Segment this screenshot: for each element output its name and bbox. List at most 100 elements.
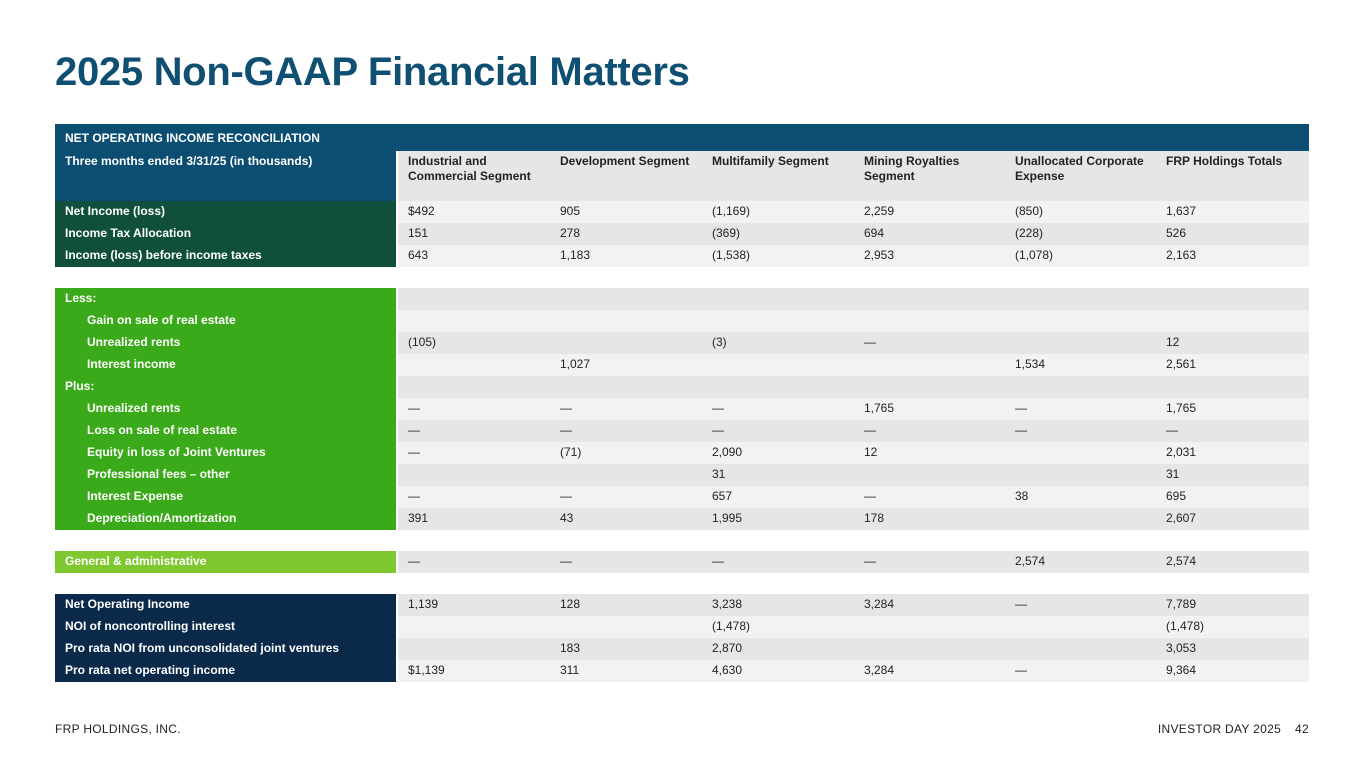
table-row: Income (loss) before income taxes 643 1,… xyxy=(55,245,1309,267)
row-label: Net Operating Income xyxy=(55,594,398,616)
table-cell: 128 xyxy=(560,597,581,611)
table-cell xyxy=(398,354,550,376)
table-cell xyxy=(1005,442,1156,464)
table-cell: 2,561 xyxy=(1166,357,1197,371)
table-cell: — xyxy=(408,489,420,503)
table-cell xyxy=(1156,310,1307,332)
row-label: Equity in loss of Joint Ventures xyxy=(55,442,398,464)
table-cell: (850) xyxy=(1015,204,1044,218)
table-cell xyxy=(1156,376,1307,398)
column-header: Development Segment xyxy=(560,154,690,168)
table-row: Equity in loss of Joint Ventures — (71) … xyxy=(55,442,1309,464)
table-cell: — xyxy=(560,554,572,568)
table-cell: 695 xyxy=(1166,489,1187,503)
table-cell xyxy=(550,310,702,332)
footer-event: INVESTOR DAY 2025 xyxy=(1157,722,1282,736)
table-cell xyxy=(702,376,854,398)
page-number: 42 xyxy=(1295,722,1309,736)
row-spacer xyxy=(55,267,1309,288)
table-cell xyxy=(550,376,702,398)
row-label: Income (loss) before income taxes xyxy=(55,245,398,267)
table-cell xyxy=(1005,638,1156,660)
row-label: Pro rata NOI from unconsolidated joint v… xyxy=(55,638,398,660)
table-cell: — xyxy=(712,423,724,437)
table-cell: 1,637 xyxy=(1166,204,1197,218)
table-cell: 2,574 xyxy=(1166,554,1197,568)
table-cell xyxy=(1005,310,1156,332)
table-row: Less: xyxy=(55,288,1309,310)
column-header: Multifamily Segment xyxy=(712,154,829,168)
table-cell: 3,284 xyxy=(864,597,895,611)
table-cell xyxy=(854,376,1005,398)
row-label: NOI of noncontrolling interest xyxy=(55,616,398,638)
table-cell: (1,169) xyxy=(712,204,751,218)
row-label: Professional fees – other xyxy=(55,464,398,486)
table-cell xyxy=(550,464,702,486)
table-cell xyxy=(1005,376,1156,398)
row-label: Depreciation/Amortization xyxy=(55,508,398,530)
table-cell: (3) xyxy=(712,335,727,349)
table-cell: — xyxy=(408,445,420,459)
table-cell: (1,538) xyxy=(712,248,751,262)
table-cell: 178 xyxy=(864,511,885,525)
table-row: Plus: xyxy=(55,376,1309,398)
table-cell: 1,995 xyxy=(712,511,743,525)
table-cell: — xyxy=(1015,423,1027,437)
table-cell xyxy=(398,464,550,486)
table-cell xyxy=(1005,616,1156,638)
table-cell: 1,139 xyxy=(408,597,439,611)
table-cell: — xyxy=(1015,401,1027,415)
table-row: Interest Expense — — 657 — 38 695 xyxy=(55,486,1309,508)
table-cell: 2,574 xyxy=(1015,554,1046,568)
row-spacer xyxy=(55,573,1309,594)
table-cell: 1,765 xyxy=(864,401,895,415)
table-cell xyxy=(398,616,550,638)
table-cell xyxy=(1005,508,1156,530)
table-cell: 12 xyxy=(864,445,878,459)
table-cell: 2,870 xyxy=(712,641,743,655)
footer-right: INVESTOR DAY 2025 42 xyxy=(1144,722,1309,736)
section-title: NET OPERATING INCOME RECONCILIATION xyxy=(65,131,320,145)
table-cell xyxy=(702,288,854,310)
row-label: Unrealized rents xyxy=(55,398,398,420)
noi-reconciliation-table: NET OPERATING INCOME RECONCILIATION Thre… xyxy=(55,124,1309,682)
table-cell xyxy=(854,638,1005,660)
table-cell xyxy=(854,616,1005,638)
table-cell: $492 xyxy=(408,204,435,218)
row-label: Income Tax Allocation xyxy=(55,223,398,245)
table-cell xyxy=(398,376,550,398)
table-row: Unrealized rents — — — 1,765 — 1,765 xyxy=(55,398,1309,420)
table-cell xyxy=(854,354,1005,376)
table-cell: — xyxy=(864,489,876,503)
table-row: Income Tax Allocation 151 278 (369) 694 … xyxy=(55,223,1309,245)
column-header: Mining Royalties Segment xyxy=(864,154,960,183)
table-cell: 183 xyxy=(560,641,581,655)
table-cell xyxy=(398,638,550,660)
table-cell: — xyxy=(864,335,876,349)
table-cell: (1,478) xyxy=(712,619,751,633)
table-row: Professional fees – other 31 31 xyxy=(55,464,1309,486)
table-cell: — xyxy=(1166,423,1178,437)
table-column-header-row: Three months ended 3/31/25 (in thousands… xyxy=(55,151,1309,201)
table-row: Interest income 1,027 1,534 2,561 xyxy=(55,354,1309,376)
table-cell xyxy=(398,288,550,310)
table-cell: 278 xyxy=(560,226,581,240)
table-cell xyxy=(1005,332,1156,354)
table-cell: 2,953 xyxy=(864,248,895,262)
table-cell: 31 xyxy=(1166,467,1180,481)
table-cell xyxy=(702,354,854,376)
table-cell xyxy=(1005,288,1156,310)
row-label: Pro rata net operating income xyxy=(55,660,398,682)
table-row: Net Income (loss) $492 905 (1,169) 2,259… xyxy=(55,201,1309,223)
table-cell: — xyxy=(864,423,876,437)
table-cell: 12 xyxy=(1166,335,1180,349)
table-row: Depreciation/Amortization 391 43 1,995 1… xyxy=(55,508,1309,530)
table-cell: 391 xyxy=(408,511,429,525)
table-cell xyxy=(854,288,1005,310)
table-cell: (1,078) xyxy=(1015,248,1054,262)
table-row: General & administrative — — — — 2,574 2… xyxy=(55,551,1309,573)
table-cell: 643 xyxy=(408,248,429,262)
table-row: NOI of noncontrolling interest (1,478) (… xyxy=(55,616,1309,638)
table-cell xyxy=(1156,288,1307,310)
period-label: Three months ended 3/31/25 (in thousands… xyxy=(55,151,398,201)
